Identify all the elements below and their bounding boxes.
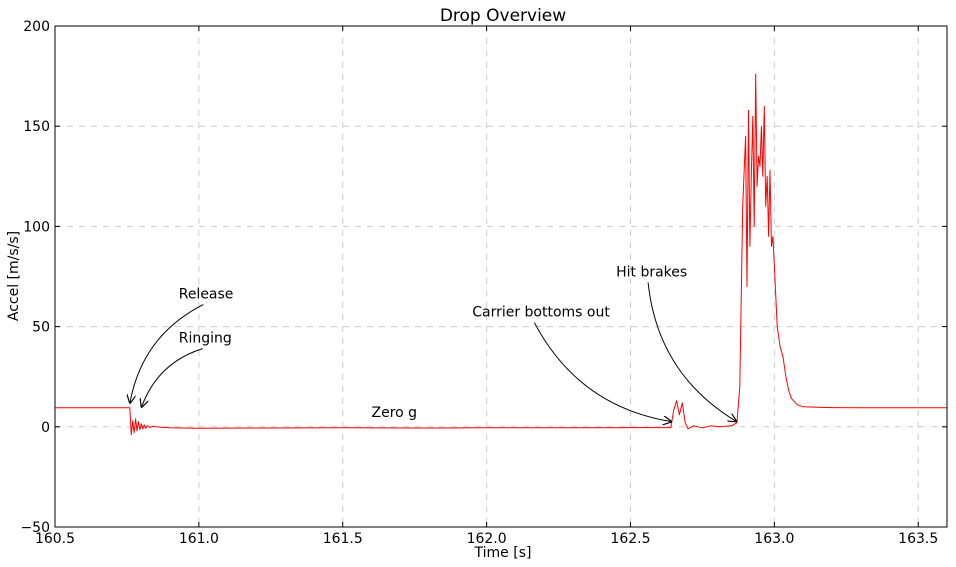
x-tick-label: 160.5 — [35, 531, 75, 547]
y-tick-label: 150 — [23, 119, 50, 135]
x-tick-label: 163.0 — [754, 531, 794, 547]
annotation-arrow — [647, 282, 737, 422]
accel-series-line — [55, 73, 947, 436]
annotation-arrow — [141, 348, 203, 408]
annotation-arrow — [130, 304, 204, 404]
annotation-label: Carrier bottoms out — [472, 305, 610, 321]
grid-lines — [54, 25, 947, 528]
x-tick-label: 162.5 — [610, 531, 650, 547]
y-tick-label: −50 — [20, 520, 50, 536]
x-tick-label: 161.5 — [323, 531, 363, 547]
annotation-label: Zero g — [372, 405, 418, 421]
annotation-label: Release — [179, 287, 234, 303]
annotation-label: Hit brakes — [616, 265, 687, 281]
y-tick-label: 0 — [41, 420, 50, 436]
x-tick-label: 163.5 — [898, 531, 938, 547]
axis-ticks: 160.5 161.0 161.5 162.0 162.5 163.0 163.5 −50 0 5… — [20, 19, 947, 547]
annotation-arrow — [533, 322, 672, 422]
annotations: Release Ringing Zero g Carrier bottoms out H… — [130, 265, 737, 422]
chart-title: Drop Overview — [440, 6, 566, 26]
x-axis-label: Time [s] — [474, 545, 532, 561]
y-tick-label: 50 — [32, 320, 50, 336]
x-tick-label: 162.0 — [467, 531, 507, 547]
x-tick-label: 161.0 — [179, 531, 219, 547]
y-tick-label: 100 — [23, 219, 50, 235]
plot-frame — [54, 25, 948, 528]
plot-area — [55, 73, 947, 436]
y-tick-label: 200 — [23, 19, 50, 35]
annotation-label: Ringing — [179, 331, 232, 347]
y-axis-label: Accel [m/s/s] — [6, 231, 22, 321]
